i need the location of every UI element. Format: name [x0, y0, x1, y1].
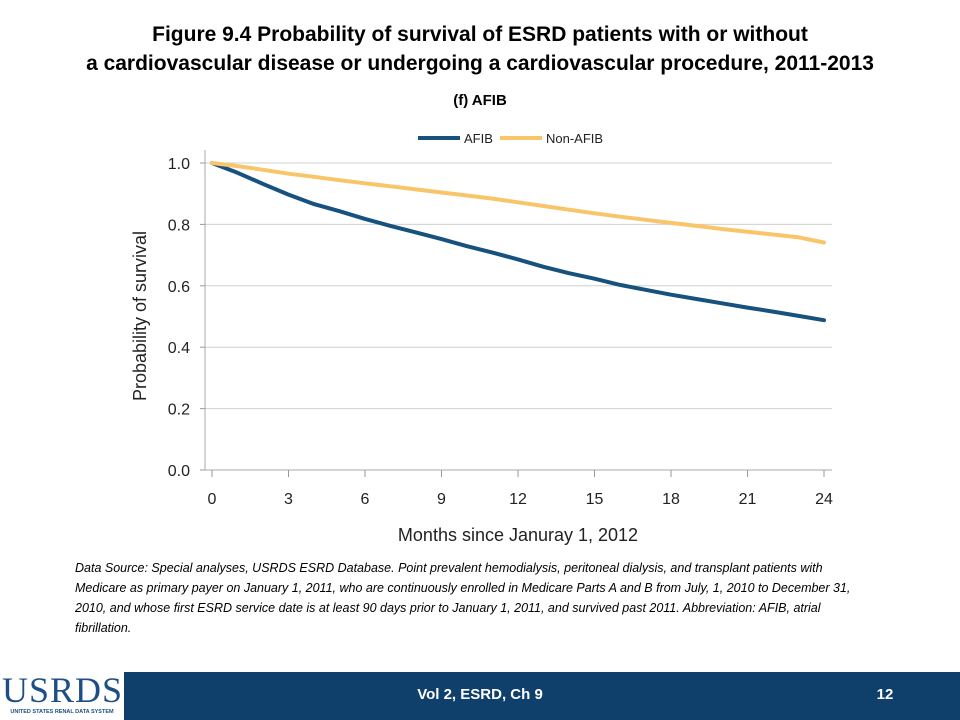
title-line-1: Figure 9.4 Probability of survival of ES… [152, 23, 808, 46]
data-source-note: Data Source: Special analyses, USRDS ESR… [75, 561, 851, 635]
x-tick-label: 6 [361, 491, 370, 508]
x-tick-label: 9 [437, 491, 446, 508]
y-tick-label: 1.0 [168, 156, 190, 173]
page-number: 12 [876, 686, 894, 703]
survival-line-chart: 0.0 0.2 0.4 0.6 0.8 1.0 0 3 6 9 12 15 18 21 24 AFIB Non… [130, 131, 833, 545]
legend-label-afib: AFIB [464, 131, 493, 146]
y-tick-label: 0.8 [168, 217, 190, 234]
footer-chapter: Vol 2, ESRD, Ch 9 [417, 686, 543, 703]
x-axis-label: Months since Januray 1, 2012 [398, 525, 638, 545]
logo-subtext: UNITED STATES RENAL DATA SYSTEM [10, 709, 114, 715]
x-tick-label: 24 [815, 491, 833, 508]
series-line-non-afib [210, 161, 826, 245]
x-tick-label: 3 [284, 491, 293, 508]
x-tick-label: 18 [662, 491, 680, 508]
title-line-2: a cardiovascular disease or undergoing a… [86, 52, 874, 75]
x-tick-label: 21 [739, 491, 757, 508]
x-tick-label: 15 [586, 491, 604, 508]
y-axis-label: Probability of survival [130, 231, 150, 401]
figure-title: Figure 9.4 Probability of survival of ES… [40, 20, 920, 78]
usrds-logo: USRDS UNITED STATES RENAL DATA SYSTEM [0, 668, 124, 720]
footer-bar: Vol 2, ESRD, Ch 9 12 [0, 672, 960, 720]
x-tick-label: 0 [208, 491, 217, 508]
x-tick-label: 12 [509, 491, 527, 508]
legend-label-non-afib: Non-AFIB [546, 131, 603, 146]
logo-wordmark: USRDS [2, 670, 124, 710]
y-tick-label: 0.0 [168, 463, 190, 480]
series-line-afib [210, 161, 826, 323]
y-tick-label: 0.6 [168, 279, 190, 296]
y-tick-label: 0.4 [168, 340, 190, 357]
y-tick-label: 0.2 [168, 402, 190, 419]
panel-subtitle: (f) AFIB [453, 92, 507, 109]
